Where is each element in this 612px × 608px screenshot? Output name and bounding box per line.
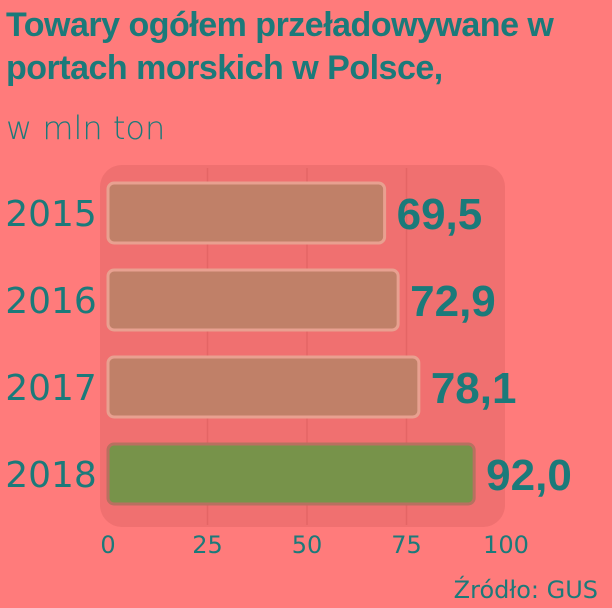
x-tick-label: 50 <box>292 531 323 559</box>
plot-panel <box>100 165 505 527</box>
bar-2016 <box>106 268 400 332</box>
source-note: Źródło: GUS <box>453 576 598 604</box>
category-label: 2015 <box>5 194 97 235</box>
value-label: 78,1 <box>431 364 517 413</box>
labels: 0 25 50 75 100 2015 69,5 2016 72,9 2017 78,1 2018 92… <box>5 190 572 559</box>
x-tick-label: 75 <box>391 531 422 559</box>
x-tick-label: 100 <box>483 531 529 559</box>
category-label: 2018 <box>5 455 97 496</box>
bars <box>106 181 476 506</box>
value-label: 92,0 <box>486 451 572 500</box>
x-tick-label: 0 <box>100 531 115 559</box>
value-label: 72,9 <box>410 277 496 326</box>
category-label: 2017 <box>5 368 97 409</box>
value-label: 69,5 <box>397 190 483 239</box>
category-label: 2016 <box>5 281 97 322</box>
bar-2015 <box>106 181 387 245</box>
chart-subtitle: w mln ton <box>6 109 166 147</box>
x-tick-label: 25 <box>192 531 223 559</box>
bar-2018 <box>106 442 476 506</box>
chart-title: Towary ogółem przeładowywane w portach m… <box>6 6 554 87</box>
bar-2017 <box>106 355 421 419</box>
